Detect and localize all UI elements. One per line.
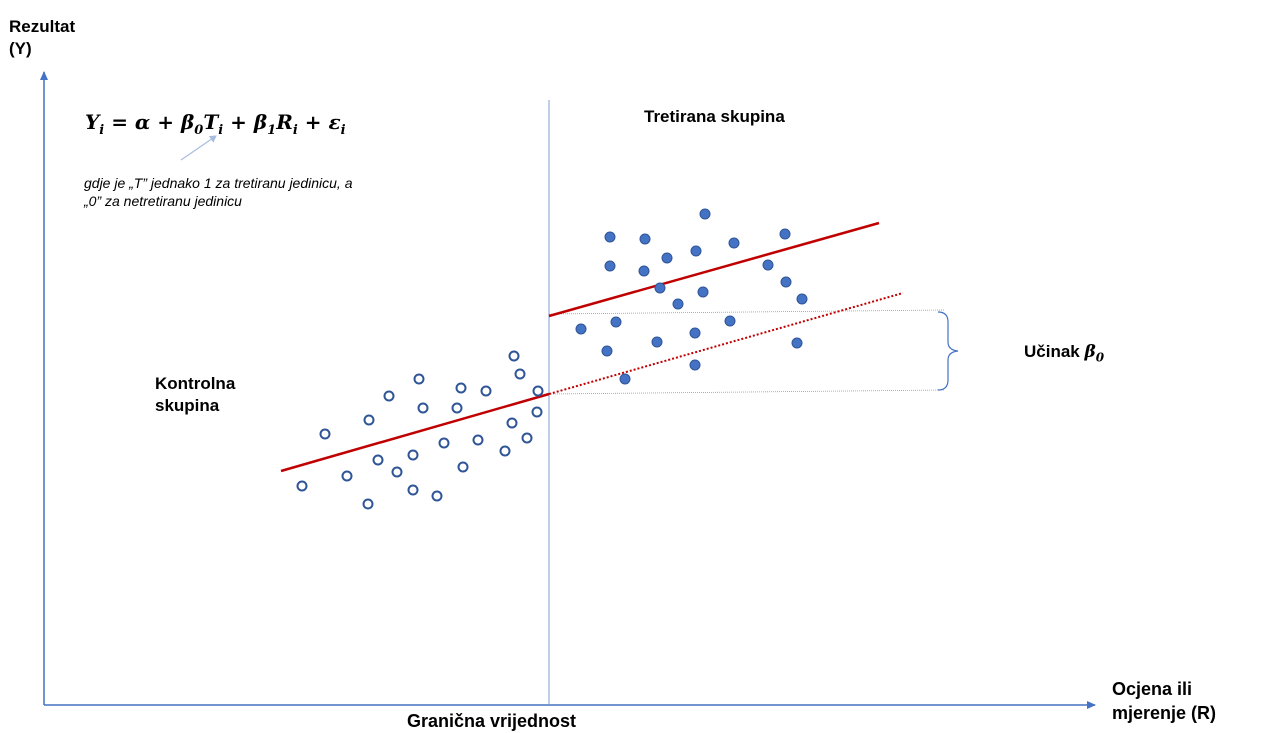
control-point: [521, 432, 533, 444]
formula-sub-i: i: [292, 123, 298, 138]
treated-point: [651, 336, 663, 348]
x-axis-title-line2: mjerenje (R): [1112, 703, 1217, 723]
treated-point: [791, 337, 803, 349]
treated-point: [690, 245, 702, 257]
treated-point: [604, 260, 616, 272]
control-point: [472, 434, 484, 446]
treated-point: [661, 252, 673, 264]
formula-plus: +: [223, 110, 254, 134]
y-axis-title-line1: Rezultat: [9, 17, 76, 36]
regression-formula: Yi = α + β0Ti + β1Ri + εi: [85, 110, 346, 138]
formula-sub-i: i: [340, 123, 346, 138]
formula-t: T: [203, 110, 219, 134]
control-point: [480, 385, 492, 397]
treated-point: [779, 228, 791, 240]
effect-label: Učinak β0: [1024, 341, 1104, 368]
y-axis-title-line2: (Y): [9, 39, 32, 58]
control-point: [372, 454, 384, 466]
treated-point: [724, 315, 736, 327]
formula-equals: =: [104, 110, 135, 134]
x-axis-title-line1: Ocjena ili: [1112, 679, 1193, 699]
control-point: [296, 480, 308, 492]
formula-plus: +: [297, 110, 329, 134]
control-point: [341, 470, 353, 482]
treated-point: [697, 286, 709, 298]
control-point: [457, 461, 469, 473]
control-point: [319, 428, 331, 440]
x-axis-title: Ocjena ili mjerenje (R): [1112, 677, 1216, 725]
y-axis-title: Rezultat (Y): [9, 16, 75, 60]
formula-beta1: β: [253, 110, 268, 134]
treated-point: [689, 327, 701, 339]
effect-beta: β: [1084, 342, 1096, 362]
formula-alpha: α: [134, 110, 151, 134]
control-regression-line: [280, 392, 550, 473]
control-group-label: Kontrolna skupina: [155, 373, 235, 417]
treated-point: [654, 282, 666, 294]
control-level-line: [548, 389, 946, 395]
control-point: [383, 390, 395, 402]
control-point: [363, 414, 375, 426]
treated-point: [638, 265, 650, 277]
annotation-arrow: [180, 135, 217, 161]
control-point: [413, 373, 425, 385]
formula-plus: +: [150, 110, 181, 134]
treated-point: [699, 208, 711, 220]
treated-regression-line: [548, 221, 880, 318]
treated-point: [604, 231, 616, 243]
control-point: [417, 402, 429, 414]
formula-beta0: β: [181, 110, 195, 134]
treated-points: [575, 208, 808, 385]
control-point: [407, 484, 419, 496]
formula-y: Y: [85, 110, 100, 134]
treated-point: [601, 345, 613, 357]
control-group-label-line1: Kontrolna: [155, 374, 236, 393]
cutoff-label: Granična vrijednost: [407, 711, 577, 731]
treated-point: [796, 293, 808, 305]
treated-level-line: [548, 309, 946, 315]
treated-point: [762, 259, 774, 271]
formula-r: R: [276, 110, 293, 134]
treated-point: [689, 359, 701, 371]
control-point: [451, 402, 463, 414]
control-point: [362, 498, 374, 510]
treated-point: [728, 237, 740, 249]
formula-epsilon: ε: [328, 110, 341, 134]
control-point: [514, 368, 526, 380]
control-points: [296, 350, 544, 510]
formula-sub-1: 1: [267, 123, 277, 138]
effect-brace: [937, 311, 959, 391]
treated-group-label: Tretirana skupina: [644, 107, 785, 126]
control-point: [532, 385, 544, 397]
formula-sub-0: 0: [194, 123, 204, 138]
control-group-label-line2: skupina: [155, 396, 220, 415]
formula-note-line2: „0” za netretiranu jedinicu: [84, 193, 242, 209]
formula-note-line1: gdje je „T” jednako 1 za tretiranu jedin…: [84, 175, 353, 191]
treated-point: [639, 233, 651, 245]
control-point: [499, 445, 511, 457]
effect-beta-sub: 0: [1095, 350, 1105, 365]
treated-point: [780, 276, 792, 288]
treated-point: [575, 323, 587, 335]
treated-point: [619, 373, 631, 385]
control-extrapolation-line: [548, 292, 904, 395]
control-point: [531, 406, 543, 418]
effect-label-symbol: β0: [1084, 342, 1105, 365]
formula-sub-i: i: [99, 123, 105, 138]
control-point: [391, 466, 403, 478]
control-point: [438, 437, 450, 449]
control-point: [508, 350, 520, 362]
control-point: [407, 449, 419, 461]
control-point: [506, 417, 518, 429]
control-point: [455, 382, 467, 394]
control-point: [431, 490, 443, 502]
treated-point: [610, 316, 622, 328]
formula-note: gdje je „T” jednako 1 za tretiranu jedin…: [84, 174, 352, 210]
effect-label-text: Učinak: [1024, 342, 1080, 361]
formula-sub-i: i: [218, 123, 224, 138]
treated-point: [672, 298, 684, 310]
